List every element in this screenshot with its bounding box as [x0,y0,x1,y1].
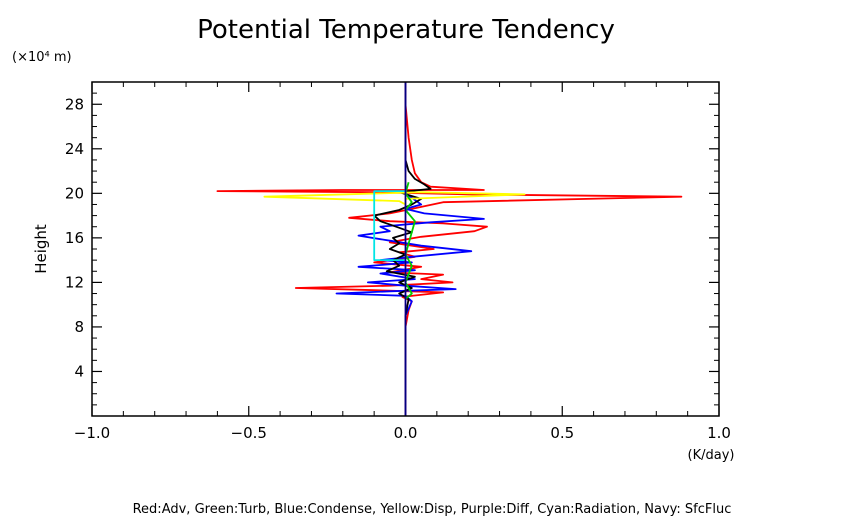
series-turb-line [404,181,416,300]
series-disp-line [263,171,526,206]
x-tick-label: −0.5 [231,424,267,442]
y-tick-label: 20 [65,184,84,202]
y-tick-label: 16 [65,229,84,247]
legend-caption: Red:Adv, Green:Turb, Blue:Condense, Yell… [133,502,732,517]
y-tick-label: 4 [74,362,84,380]
y-tick-label: 28 [65,95,84,113]
chart-title: Potential Temperature Tendency [197,15,615,45]
x-tick-label: 0.5 [550,424,574,442]
series-adv-line [216,82,683,416]
series-group [216,82,683,416]
y-unit-label: (×10⁴ m) [12,50,72,65]
axis-ticks: −1.0 −0.5 0.0 0.5 1.0 4 8 12 16 20 24 28 [65,82,731,442]
y-tick-label: 8 [74,318,84,336]
x-tick-label: 1.0 [707,424,731,442]
series-net-line [373,82,432,416]
y-tick-label: 12 [65,273,84,291]
x-tick-label: 0.0 [394,424,418,442]
y-tick-label: 24 [65,140,84,158]
series-condense-line [335,82,485,416]
x-tick-label: −1.0 [74,424,110,442]
plot-frame [91,81,720,417]
series-radiation-line [373,190,406,262]
x-unit-label: (K/day) [688,448,735,463]
y-axis-label: Height [32,224,50,274]
